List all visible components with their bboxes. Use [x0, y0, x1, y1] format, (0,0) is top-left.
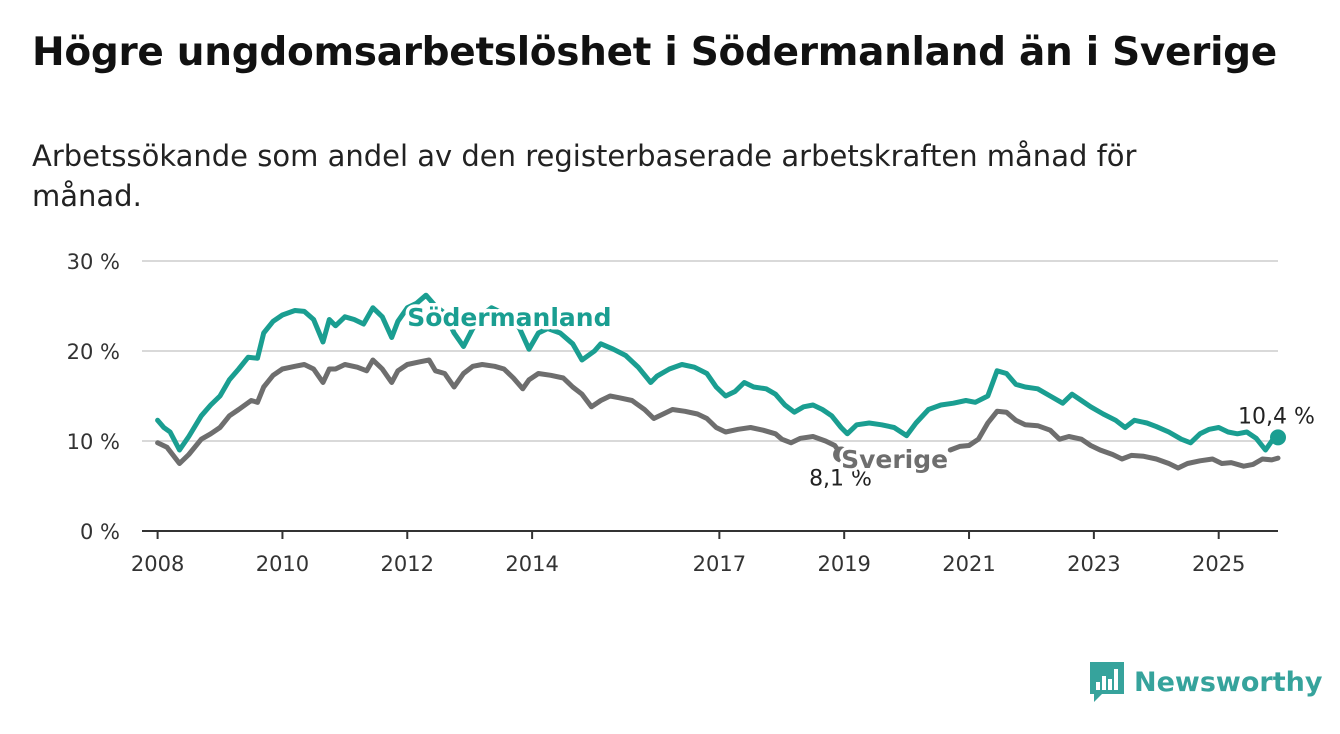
x-tick-label: 2021 [942, 552, 995, 576]
y-tick-label: 30 % [67, 250, 120, 274]
x-tick-label: 2008 [131, 552, 184, 576]
series-line-södermanland [155, 292, 1281, 453]
series-label-sverige: Sverige [841, 445, 948, 474]
y-tick-label: 10 % [67, 430, 120, 454]
x-tick-label: 2019 [817, 552, 870, 576]
end-point-södermanland [1270, 429, 1286, 446]
x-tick-label: 2023 [1067, 552, 1120, 576]
end-point-sverige [833, 446, 850, 463]
x-tick-label: 2012 [381, 552, 434, 576]
series-label-södermanland: Södermanland [407, 303, 611, 332]
series-line-sverige [947, 408, 1281, 471]
chart-subtitle: Arbetssökande som andel av den registerb… [32, 139, 1137, 213]
chart-title: Högre ungdomsarbetslöshet i Södermanland… [32, 30, 1277, 75]
brand-name: Newsworthy [1134, 666, 1323, 698]
y-tick-label: 20 % [67, 340, 120, 364]
y-tick-label: 0 % [80, 520, 120, 544]
x-tick-label: 2014 [505, 552, 558, 576]
x-tick-label: 2017 [693, 552, 746, 576]
newsworthy-logo-icon [1090, 662, 1124, 702]
newsworthy-brand: Newsworthy [1088, 660, 1322, 704]
x-tick-label: 2010 [256, 552, 309, 576]
end-value-label: 8,1 % [809, 467, 872, 492]
series-line-sverige [155, 357, 844, 466]
end-value-label: 10,4 % [1238, 404, 1315, 429]
x-tick-label: 2025 [1192, 552, 1245, 576]
